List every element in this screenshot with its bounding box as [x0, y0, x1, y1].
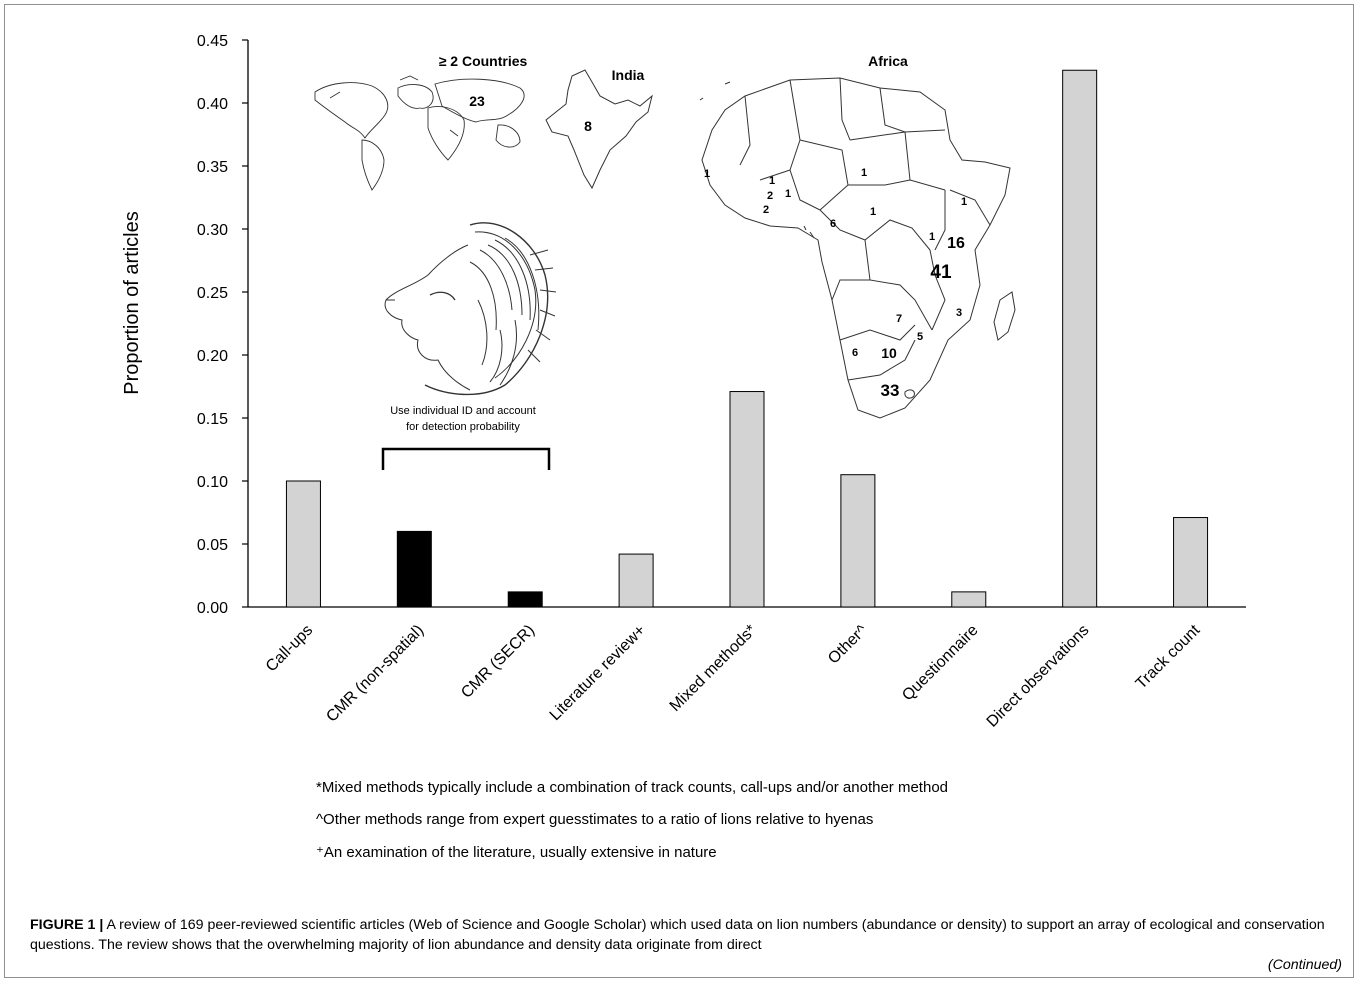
figure-frame [4, 4, 1354, 978]
y-tick-label: 0.30 [197, 222, 228, 239]
bar [729, 391, 765, 608]
bar [1173, 517, 1209, 608]
africa-outline [701, 77, 1011, 419]
bar [1062, 69, 1098, 608]
bar-chart: 0.00 0.05 0.10 0.15 0.20 0.25 0.30 0.35 0.40 0.45… [121, 33, 1246, 731]
africa-count: 1 [861, 167, 867, 179]
africa-count: 10 [881, 345, 897, 361]
africa-count: 6 [830, 218, 836, 230]
x-tick-label: Direct observations [984, 622, 1093, 731]
x-tick-label: Mixed methods* [667, 622, 760, 715]
lion-head-icon [384, 222, 557, 396]
caption-text: A review of 169 peer-reviewed scientific… [30, 917, 1325, 953]
madagascar-outline [993, 291, 1016, 341]
y-tick-label: 0.20 [197, 348, 228, 365]
footnote-literature-review: ⁺An examination of the literature, usual… [316, 844, 717, 861]
cmr-bracket: Use individual ID and account for detect… [381, 405, 551, 470]
india-outline [545, 69, 653, 190]
bars [285, 69, 1209, 608]
y-ticks: 0.00 0.05 0.10 0.15 0.20 0.25 0.30 0.35 0.40 0.45 [197, 33, 248, 617]
y-tick-label: 0.40 [197, 96, 228, 113]
x-tick-label: Questionnaire [899, 622, 982, 705]
figure-caption: FIGURE 1 | A review of 169 peer-reviewed… [30, 915, 1342, 975]
x-tick-label: Track count [1133, 621, 1204, 692]
africa-count: 2 [763, 204, 769, 216]
x-tick-labels: Call-ups CMR (non-spatial) CMR (SECR) Liter… [263, 621, 1204, 730]
bar [507, 591, 543, 608]
africa-count: 7 [896, 313, 902, 325]
y-tick-label: 0.15 [197, 411, 228, 428]
africa-count: 1 [929, 231, 935, 243]
y-tick-label: 0.10 [197, 474, 228, 491]
africa-count: 6 [852, 347, 858, 359]
bar [285, 480, 321, 608]
y-tick-label: 0.35 [197, 159, 228, 176]
y-tick-label: 0.00 [197, 600, 228, 617]
africa-count: 3 [956, 307, 962, 319]
footnote-mixed-methods: *Mixed methods typically include a combi… [316, 779, 948, 796]
africa-map-title: Africa [868, 53, 908, 69]
africa-count: 1 [704, 168, 710, 180]
africa-count: 33 [881, 381, 900, 400]
x-tick-label: Other^ [825, 621, 871, 667]
bar [840, 474, 876, 608]
x-tick-label: Literature review+ [547, 622, 649, 724]
world-map-title: ≥ 2 Countries [439, 53, 528, 69]
bracket-label-line-2: for detection probability [406, 421, 520, 433]
africa-map-inset: Africa 1 1 1 2 2 1 1 1 6 1 16 41 7 3 5 6… [699, 53, 1016, 419]
africa-count: 1 [769, 175, 775, 187]
x-tick-label: Call-ups [263, 622, 317, 676]
africa-count: 1 [961, 196, 967, 208]
india-map-count: 8 [584, 118, 592, 134]
footnote-other-methods: ^Other methods range from expert guessti… [316, 811, 874, 828]
bar [396, 530, 432, 608]
y-tick-label: 0.45 [197, 33, 228, 50]
x-tick-label: CMR (non-spatial) [323, 622, 427, 726]
bar [618, 553, 654, 608]
y-axis-title: Proportion of articles [121, 211, 143, 394]
africa-count: 1 [785, 188, 791, 200]
caption-continued: (Continued) [1267, 957, 1342, 973]
y-tick-label: 0.05 [197, 537, 228, 554]
bracket-label-line-1: Use individual ID and account [390, 405, 536, 417]
africa-count: 2 [767, 190, 773, 202]
africa-count: 41 [930, 262, 952, 283]
bar [951, 591, 987, 608]
india-map-inset: India 8 [545, 67, 653, 190]
world-map-count: 23 [469, 93, 485, 109]
y-tick-label: 0.25 [197, 285, 228, 302]
bracket-line [381, 447, 551, 470]
africa-count: 5 [917, 331, 923, 343]
world-map-inset: ≥ 2 Countries 23 [314, 53, 528, 191]
africa-count: 16 [947, 235, 965, 252]
x-tick-label: CMR (SECR) [458, 622, 538, 702]
india-map-title: India [612, 67, 645, 83]
caption-label: FIGURE 1 | [30, 917, 104, 933]
africa-count: 1 [870, 206, 876, 218]
